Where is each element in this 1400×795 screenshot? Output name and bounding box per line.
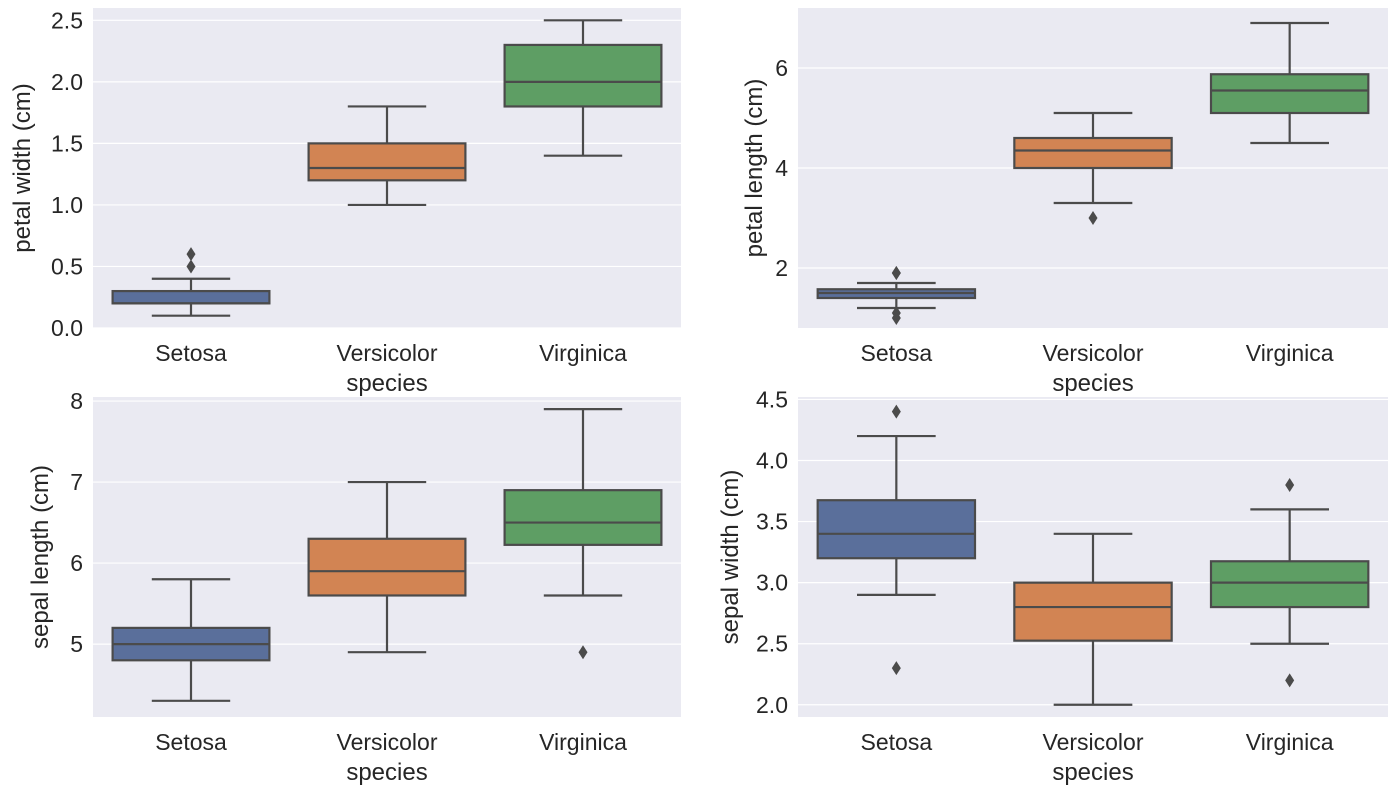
outlier-point (891, 306, 901, 320)
y-tick-label: 4.0 (756, 448, 788, 474)
outlier-point (1088, 211, 1098, 225)
y-tick-label: 2.5 (756, 631, 788, 657)
iqr-box (1209, 560, 1370, 609)
y-tick-label: 7 (70, 469, 83, 495)
y-tick-label: 3.5 (756, 509, 788, 535)
y-axis-label: sepal length (cm) (27, 465, 54, 649)
x-tick-label: Virginica (1246, 340, 1334, 366)
iqr-box (307, 537, 467, 597)
y-tick-label: 2.0 (756, 692, 788, 718)
x-tick-label: Setosa (155, 340, 227, 366)
y-tick-label: 0.0 (51, 315, 83, 341)
x-tick-label: Setosa (861, 340, 933, 366)
x-tick-label: Setosa (155, 729, 227, 755)
y-tick-label: 0.5 (51, 253, 83, 279)
y-tick-label: 1.0 (51, 192, 83, 218)
iqr-box (1209, 73, 1370, 115)
x-axis-label: species (346, 370, 427, 397)
x-tick-label: Versicolor (337, 340, 438, 366)
iqr-box (503, 43, 663, 108)
box-versicolor (1013, 111, 1173, 225)
subplot-2: 2 4 6 Setosa Versicolor Virginica species petal… (741, 8, 1388, 397)
y-tick-label: 2.5 (51, 7, 83, 33)
box-setosa (111, 578, 271, 702)
box-virginica (503, 408, 663, 660)
subplot-1: 0.0 0.5 1.0 1.5 2.0 2.5 Setosa Versicolor Virgin… (9, 7, 681, 397)
box-versicolor (307, 480, 467, 654)
x-tick-label: Setosa (861, 729, 933, 755)
x-axis-label: species (1052, 370, 1133, 397)
y-tick-label: 1.5 (51, 130, 83, 156)
box-versicolor (307, 105, 467, 207)
outlier-point (1285, 673, 1295, 688)
box-setosa (816, 266, 977, 325)
subplot-4: 2.0 2.5 3.0 3.5 4.0 4.5 Setosa Versicolor Virgin… (717, 386, 1388, 786)
x-axis-label: species (346, 759, 427, 786)
subplot-3: 5 6 7 8 Setosa Versicolor Virginica species sepa… (27, 388, 681, 786)
iqr-box (111, 289, 271, 305)
iqr-box (816, 499, 977, 560)
box-virginica (1209, 477, 1370, 688)
x-axis-label: species (1052, 759, 1133, 786)
iqr-box (307, 142, 467, 182)
y-axis-label: petal length (cm) (741, 79, 768, 258)
y-tick-label: 4 (775, 155, 788, 181)
x-tick-label: Virginica (539, 340, 627, 366)
box-setosa (816, 404, 977, 676)
y-axis-label: sepal width (cm) (717, 470, 744, 645)
y-tick-label: 2 (775, 255, 788, 281)
y-axis-label: petal width (cm) (9, 83, 36, 252)
box-setosa (111, 247, 271, 317)
outlier-point (186, 259, 196, 274)
y-tick-label: 8 (70, 388, 83, 414)
iqr-box (1013, 581, 1173, 642)
outlier-point (891, 404, 901, 419)
iqr-box (1013, 136, 1173, 170)
outlier-point (578, 645, 588, 660)
y-tick-label: 6 (775, 55, 788, 81)
iqr-box (503, 489, 663, 546)
outlier-point (891, 266, 901, 280)
y-tick-label: 5 (70, 631, 83, 657)
box-versicolor (1013, 532, 1173, 706)
y-tick-label: 2.0 (51, 69, 83, 95)
outlier-point (891, 661, 901, 676)
box-virginica (1209, 21, 1370, 145)
x-tick-label: Versicolor (1043, 340, 1144, 366)
y-tick-label: 4.5 (756, 386, 788, 412)
y-tick-label: 3.0 (756, 570, 788, 596)
x-tick-label: Virginica (539, 729, 627, 755)
x-tick-label: Versicolor (1043, 729, 1144, 755)
x-tick-label: Versicolor (337, 729, 438, 755)
outlier-point (186, 247, 196, 262)
outlier-point (1285, 477, 1295, 492)
box-virginica (503, 19, 663, 157)
y-tick-label: 6 (70, 550, 83, 576)
x-tick-label: Virginica (1246, 729, 1334, 755)
